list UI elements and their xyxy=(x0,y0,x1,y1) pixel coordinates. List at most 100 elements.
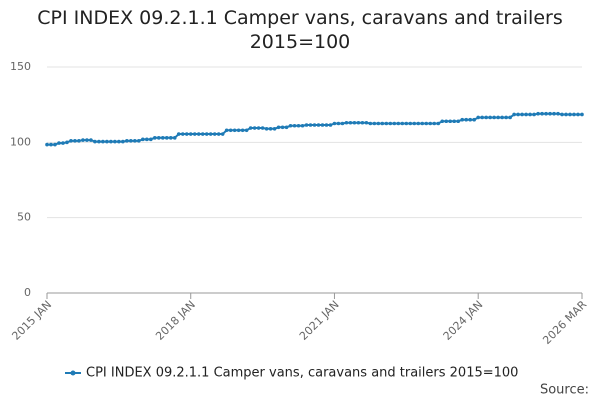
point xyxy=(472,117,477,122)
point xyxy=(580,112,584,117)
point xyxy=(508,115,512,120)
point xyxy=(292,123,297,128)
point xyxy=(149,137,153,142)
point xyxy=(544,111,548,116)
point xyxy=(324,123,329,127)
point xyxy=(460,117,465,122)
point xyxy=(452,119,457,124)
point xyxy=(105,139,109,144)
point xyxy=(352,120,357,125)
point xyxy=(516,112,520,117)
y-tick-label: 0 xyxy=(24,286,31,299)
point xyxy=(81,138,85,142)
point xyxy=(117,139,121,144)
point xyxy=(176,132,181,136)
point xyxy=(168,136,173,140)
point xyxy=(464,117,469,122)
point xyxy=(316,123,321,127)
point xyxy=(456,119,461,124)
point xyxy=(89,138,93,142)
point xyxy=(180,132,185,136)
point xyxy=(172,136,177,140)
point xyxy=(133,139,137,143)
point xyxy=(424,121,429,126)
point xyxy=(376,121,381,126)
point xyxy=(216,132,221,136)
x-tick-label: 2024 JAN xyxy=(441,298,486,343)
point xyxy=(212,132,217,136)
source: Source: xyxy=(540,383,589,398)
point xyxy=(288,123,293,128)
point xyxy=(524,112,528,117)
point xyxy=(468,117,473,122)
point xyxy=(380,121,385,126)
point xyxy=(69,139,73,143)
point xyxy=(440,119,445,124)
point xyxy=(572,112,576,117)
point xyxy=(97,139,101,144)
point xyxy=(208,132,213,136)
point xyxy=(476,115,480,120)
point xyxy=(304,123,309,127)
point xyxy=(260,126,265,130)
x-tick-label: 2015 JAN xyxy=(9,298,54,343)
point xyxy=(53,142,57,147)
point xyxy=(552,111,556,116)
point xyxy=(344,120,349,125)
x-tick-label: 2018 JAN xyxy=(153,298,198,343)
point xyxy=(93,139,97,144)
point xyxy=(49,142,53,147)
point xyxy=(400,121,405,126)
point xyxy=(500,115,504,120)
point xyxy=(488,115,492,120)
point xyxy=(540,111,544,116)
point xyxy=(564,112,568,117)
point xyxy=(284,125,289,130)
point xyxy=(348,120,353,125)
point xyxy=(224,128,229,133)
point xyxy=(141,137,145,142)
point xyxy=(248,126,253,130)
point xyxy=(332,121,337,126)
point xyxy=(121,139,125,144)
point xyxy=(504,115,508,120)
point xyxy=(548,111,552,116)
point xyxy=(45,142,49,147)
point xyxy=(392,121,397,126)
point xyxy=(61,141,65,145)
point xyxy=(196,132,201,136)
point xyxy=(296,123,301,128)
point xyxy=(556,111,560,116)
point xyxy=(536,111,540,116)
point xyxy=(256,126,261,130)
point xyxy=(268,126,273,131)
point xyxy=(145,137,149,142)
point xyxy=(272,126,277,131)
point xyxy=(480,115,484,120)
point xyxy=(336,121,341,126)
y-tick-label: 50 xyxy=(17,211,31,224)
y-tick-label: 150 xyxy=(10,60,31,73)
point xyxy=(232,128,237,133)
point xyxy=(496,115,500,120)
point xyxy=(420,121,425,126)
point xyxy=(164,136,169,140)
x-tick-label: 2021 JAN xyxy=(297,298,342,343)
point xyxy=(432,121,437,126)
point xyxy=(492,115,496,120)
point xyxy=(312,123,317,127)
point xyxy=(300,123,305,128)
point xyxy=(320,123,325,127)
point xyxy=(384,121,389,126)
point xyxy=(109,139,113,144)
point xyxy=(568,112,572,117)
point xyxy=(240,128,245,133)
point xyxy=(73,139,77,143)
point xyxy=(244,128,249,133)
legend-label: CPI INDEX 09.2.1.1 Camper vans, caravans… xyxy=(86,366,518,381)
point xyxy=(436,121,441,126)
point xyxy=(308,123,313,127)
point xyxy=(101,139,105,144)
point xyxy=(532,112,536,117)
